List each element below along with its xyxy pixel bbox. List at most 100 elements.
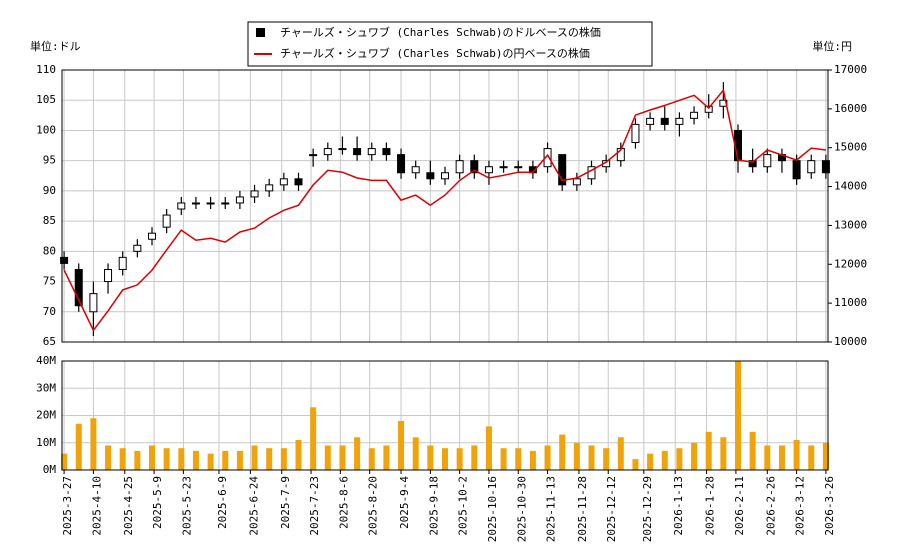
candle-body bbox=[235, 196, 244, 204]
volume-bar bbox=[148, 445, 155, 470]
candle-body bbox=[514, 166, 523, 169]
candle-body bbox=[60, 256, 69, 264]
candle-body bbox=[294, 178, 303, 186]
x-tick-label: 2026-3-12 bbox=[794, 476, 807, 536]
volume-bar bbox=[280, 448, 287, 470]
volume-bar bbox=[808, 445, 815, 470]
candle-body bbox=[704, 105, 713, 113]
volume-bar bbox=[178, 448, 185, 470]
volume-bar bbox=[778, 445, 785, 470]
x-tick-label: 2025-8-6 bbox=[337, 476, 350, 529]
candle-body bbox=[397, 154, 406, 174]
y2-tick-label: 10000 bbox=[834, 335, 867, 348]
legend-label: チャールズ・シュワブ (Charles Schwab)のドルベースの株価 bbox=[280, 25, 601, 39]
overlay-layer: 2025-3-27 2025-4-10 2025-4-25 2025-5-9 2025-… bbox=[36, 28, 867, 542]
candle-body bbox=[118, 256, 127, 270]
x-tick-label: 2025-10-16 bbox=[486, 476, 499, 542]
candle-body bbox=[74, 268, 83, 307]
y-tick-label: 100 bbox=[36, 123, 56, 136]
x-tick-label: 2025-3-27 bbox=[61, 476, 74, 536]
candle-body bbox=[763, 154, 772, 168]
y2-tick-label: 11000 bbox=[834, 296, 867, 309]
x-tick-label: 2025-11-28 bbox=[576, 476, 589, 542]
y2-tick-label: 15000 bbox=[834, 141, 867, 154]
x-tick-label: 2026-2-11 bbox=[733, 476, 746, 536]
volume-bar bbox=[75, 423, 82, 470]
candle-body bbox=[133, 244, 142, 252]
y-tick-label: 75 bbox=[43, 275, 56, 288]
x-tick-label: 2025-5-9 bbox=[151, 476, 164, 529]
x-tick-label: 2026-2-26 bbox=[764, 476, 777, 536]
x-tick-label: 2025-6-24 bbox=[247, 476, 260, 536]
volume-bar bbox=[515, 448, 522, 470]
candle-body bbox=[631, 123, 640, 144]
candle-body bbox=[748, 160, 757, 168]
candle-body bbox=[675, 117, 684, 125]
candle-body bbox=[499, 166, 508, 169]
volume-bar bbox=[573, 442, 580, 470]
volume-bar bbox=[310, 407, 317, 470]
candle-body bbox=[441, 172, 449, 180]
volume-bar bbox=[207, 453, 214, 470]
candle-body bbox=[807, 160, 816, 174]
x-tick-label: 2026-1-28 bbox=[704, 476, 717, 536]
candle-body bbox=[367, 148, 376, 156]
volume-bar bbox=[822, 442, 829, 470]
x-tick-label: 2025-5-23 bbox=[180, 476, 193, 536]
candle-body bbox=[470, 160, 479, 174]
x-tick-label: 2025-12-29 bbox=[641, 476, 654, 542]
candle-body bbox=[265, 184, 274, 192]
candle-body bbox=[162, 214, 171, 228]
volume-bar bbox=[90, 418, 97, 470]
x-tick-label: 2025-7-9 bbox=[279, 476, 292, 529]
volume-bar bbox=[61, 453, 68, 470]
candle-body bbox=[89, 293, 98, 313]
volume-bar bbox=[705, 431, 712, 470]
volume-bar bbox=[617, 437, 624, 470]
candle-body bbox=[250, 190, 259, 198]
volume-bar bbox=[691, 442, 698, 470]
legend-label: チャールズ・シュワブ (Charles Schwab)の円ベースの株価 bbox=[280, 46, 590, 60]
y2-tick-label: 17000 bbox=[834, 63, 867, 76]
y-tick-label: 20M bbox=[36, 409, 56, 422]
x-tick-label: 2025-7-23 bbox=[308, 476, 321, 536]
volume-bar bbox=[793, 440, 800, 470]
candle-body bbox=[792, 160, 801, 180]
volume-bar bbox=[368, 448, 375, 470]
volume-bar bbox=[456, 448, 463, 470]
candle-body bbox=[558, 154, 567, 186]
volume-bar bbox=[749, 431, 756, 470]
y-tick-label: 95 bbox=[43, 154, 56, 167]
y-tick-label: 0M bbox=[43, 463, 57, 476]
volume-bar bbox=[222, 450, 229, 470]
y-tick-label: 65 bbox=[43, 335, 56, 348]
candle-body bbox=[147, 232, 156, 240]
volume-bar bbox=[442, 448, 448, 470]
legend bbox=[247, 21, 653, 67]
x-tick-label: 2025-9-18 bbox=[427, 476, 440, 536]
candle-body bbox=[821, 160, 830, 174]
volume-bar bbox=[735, 361, 742, 470]
y-tick-label: 90 bbox=[43, 184, 56, 197]
volume-bar bbox=[720, 437, 727, 470]
volume-bar bbox=[398, 420, 405, 470]
candle-body bbox=[206, 202, 215, 205]
candle-body bbox=[221, 202, 230, 205]
y-tick-label: 80 bbox=[43, 244, 56, 257]
candle-body bbox=[426, 172, 435, 180]
candle-body bbox=[177, 202, 186, 210]
volume-bar bbox=[295, 440, 302, 470]
volume-bar bbox=[471, 445, 478, 470]
x-tick-label: 2025-4-10 bbox=[90, 476, 103, 536]
candle-body bbox=[353, 148, 362, 156]
x-tick-label: 2025-12-12 bbox=[605, 476, 618, 542]
candle-body bbox=[455, 160, 464, 174]
volume-bar bbox=[647, 453, 654, 470]
x-tick-label: 2025-10-2 bbox=[457, 476, 470, 536]
y2-tick-label: 14000 bbox=[834, 180, 867, 193]
volume-bar bbox=[324, 445, 331, 470]
y2-tick-label: 16000 bbox=[834, 102, 867, 115]
y-tick-label: 105 bbox=[36, 93, 56, 106]
volume-bar bbox=[163, 448, 170, 470]
